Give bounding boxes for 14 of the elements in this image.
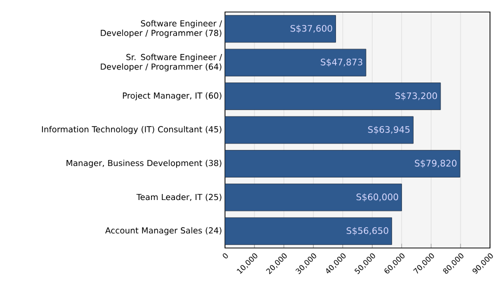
data-label: S$73,200 — [395, 92, 437, 100]
y-tick-label: Software Engineer / Developer / Programmer (78) — [100, 20, 222, 38]
data-label: S$56,650 — [346, 227, 388, 236]
y-tick-label: Team Leader, IT (25) — [136, 194, 222, 202]
y-tick-label: Project Manager, IT (60) — [122, 92, 222, 100]
data-label: S$79,820 — [414, 160, 456, 168]
data-label: S$60,000 — [356, 193, 398, 202]
y-tick-label: Manager, Business Development (38) — [66, 160, 222, 168]
data-label: S$63,945 — [368, 126, 410, 134]
y-tick-label: Information Technology (IT) Consultant (45) — [42, 126, 222, 134]
y-tick-label: Sr. Software Engineer / Developer / Programmer (64) — [100, 54, 222, 72]
data-label: S$37,600 — [290, 24, 332, 33]
data-label: S$47,873 — [320, 58, 362, 67]
y-tick-label: Account Manager Sales (24) — [105, 227, 222, 236]
